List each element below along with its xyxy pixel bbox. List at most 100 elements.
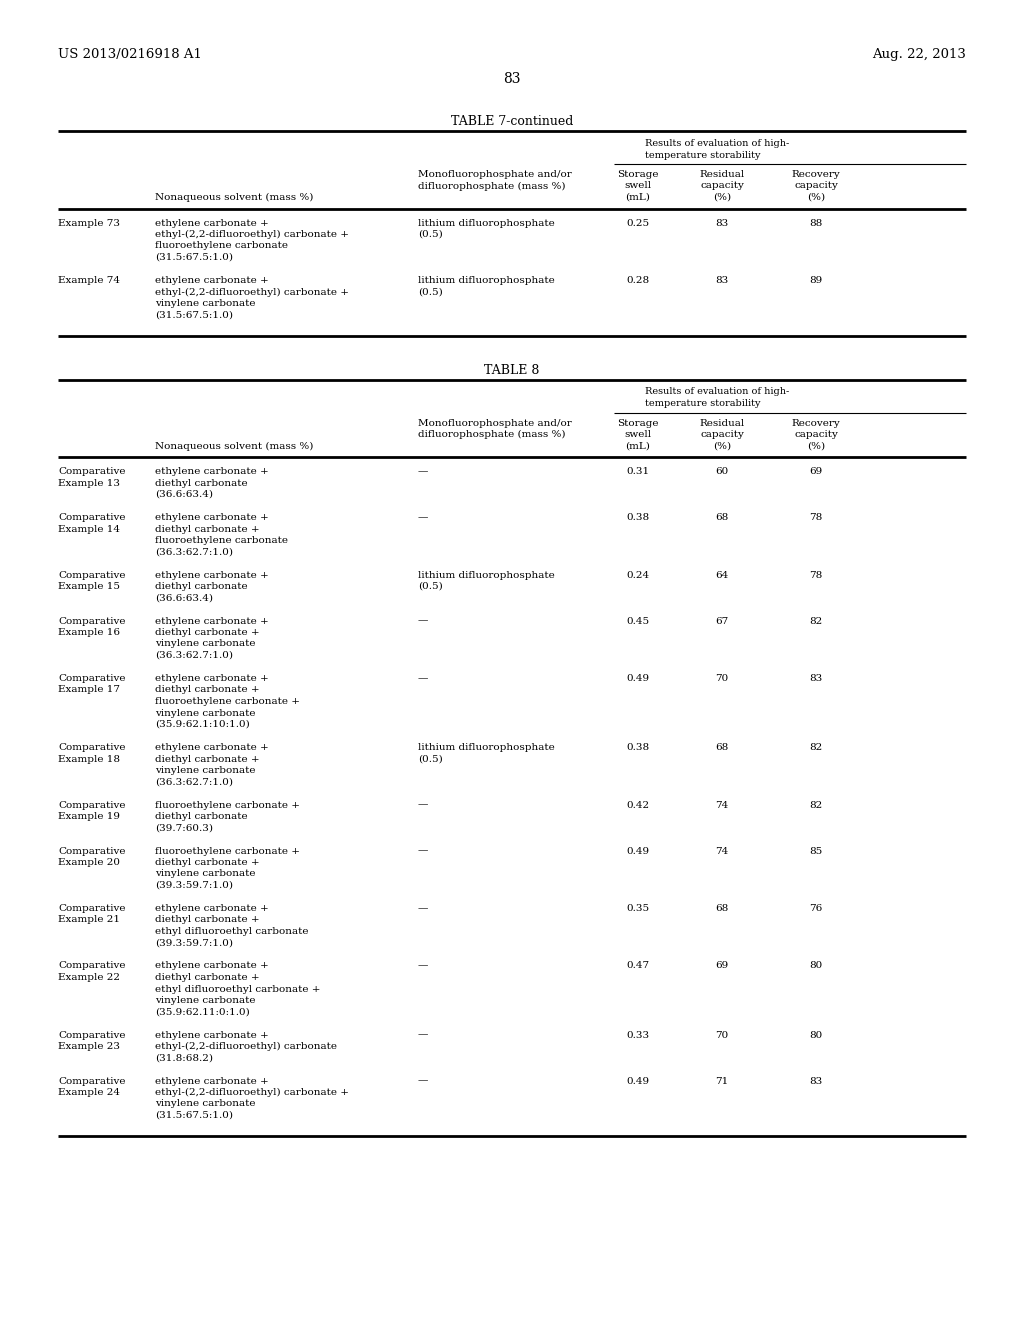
Text: —: — (418, 513, 428, 521)
Text: 69: 69 (716, 961, 729, 970)
Text: Example 15: Example 15 (58, 582, 120, 591)
Text: ethylene carbonate +: ethylene carbonate + (155, 276, 268, 285)
Text: ethylene carbonate +: ethylene carbonate + (155, 219, 268, 227)
Text: ethylene carbonate +: ethylene carbonate + (155, 961, 268, 970)
Text: (0.5): (0.5) (418, 755, 442, 763)
Text: (31.5:67.5:1.0): (31.5:67.5:1.0) (155, 310, 233, 319)
Text: —: — (418, 846, 428, 855)
Text: fluoroethylene carbonate: fluoroethylene carbonate (155, 242, 288, 251)
Text: diethyl carbonate +: diethyl carbonate + (155, 755, 260, 763)
Text: diethyl carbonate +: diethyl carbonate + (155, 524, 260, 533)
Text: Residual: Residual (699, 418, 744, 428)
Text: ethylene carbonate +: ethylene carbonate + (155, 1077, 268, 1085)
Text: 80: 80 (809, 961, 822, 970)
Text: 68: 68 (716, 513, 729, 521)
Text: lithium difluorophosphate: lithium difluorophosphate (418, 219, 555, 227)
Text: —: — (418, 904, 428, 913)
Text: Monofluorophosphate and/or: Monofluorophosphate and/or (418, 170, 571, 180)
Text: 0.49: 0.49 (627, 1077, 649, 1085)
Text: TABLE 7-continued: TABLE 7-continued (451, 115, 573, 128)
Text: temperature storability: temperature storability (645, 399, 761, 408)
Text: diethyl carbonate +: diethyl carbonate + (155, 916, 260, 924)
Text: lithium difluorophosphate: lithium difluorophosphate (418, 276, 555, 285)
Text: 83: 83 (809, 675, 822, 682)
Text: —: — (418, 800, 428, 809)
Text: vinylene carbonate: vinylene carbonate (155, 766, 256, 775)
Text: (36.6:63.4): (36.6:63.4) (155, 594, 213, 602)
Text: vinylene carbonate: vinylene carbonate (155, 870, 256, 879)
Text: Residual: Residual (699, 170, 744, 180)
Text: fluoroethylene carbonate +: fluoroethylene carbonate + (155, 846, 300, 855)
Text: 0.38: 0.38 (627, 743, 649, 752)
Text: vinylene carbonate: vinylene carbonate (155, 709, 256, 718)
Text: —: — (418, 467, 428, 477)
Text: ethylene carbonate +: ethylene carbonate + (155, 1031, 268, 1040)
Text: 89: 89 (809, 276, 822, 285)
Text: swell: swell (625, 430, 651, 440)
Text: Comparative: Comparative (58, 570, 126, 579)
Text: 0.47: 0.47 (627, 961, 649, 970)
Text: —: — (418, 1031, 428, 1040)
Text: (36.6:63.4): (36.6:63.4) (155, 490, 213, 499)
Text: (%): (%) (713, 441, 731, 450)
Text: (31.8:68.2): (31.8:68.2) (155, 1053, 213, 1063)
Text: capacity: capacity (794, 430, 838, 440)
Text: ethylene carbonate +: ethylene carbonate + (155, 904, 268, 913)
Text: Results of evaluation of high-: Results of evaluation of high- (645, 388, 790, 396)
Text: 0.31: 0.31 (627, 467, 649, 477)
Text: —: — (418, 675, 428, 682)
Text: difluorophosphate (mass %): difluorophosphate (mass %) (418, 430, 565, 440)
Text: (%): (%) (713, 193, 731, 202)
Text: ethylene carbonate +: ethylene carbonate + (155, 467, 268, 477)
Text: (mL): (mL) (626, 441, 650, 450)
Text: Example 13: Example 13 (58, 479, 120, 487)
Text: 82: 82 (809, 800, 822, 809)
Text: 74: 74 (716, 846, 729, 855)
Text: (36.3:62.7:1.0): (36.3:62.7:1.0) (155, 651, 233, 660)
Text: 88: 88 (809, 219, 822, 227)
Text: 0.35: 0.35 (627, 904, 649, 913)
Text: ethyl-(2,2-difluoroethyl) carbonate +: ethyl-(2,2-difluoroethyl) carbonate + (155, 1088, 349, 1097)
Text: Comparative: Comparative (58, 743, 126, 752)
Text: Example 18: Example 18 (58, 755, 120, 763)
Text: 0.28: 0.28 (627, 276, 649, 285)
Text: Example 22: Example 22 (58, 973, 120, 982)
Text: (%): (%) (807, 441, 825, 450)
Text: capacity: capacity (700, 430, 744, 440)
Text: ethyl difluoroethyl carbonate: ethyl difluoroethyl carbonate (155, 927, 308, 936)
Text: Comparative: Comparative (58, 961, 126, 970)
Text: ethyl difluoroethyl carbonate +: ethyl difluoroethyl carbonate + (155, 985, 321, 994)
Text: Storage: Storage (617, 418, 658, 428)
Text: US 2013/0216918 A1: US 2013/0216918 A1 (58, 48, 202, 61)
Text: 71: 71 (716, 1077, 729, 1085)
Text: Example 23: Example 23 (58, 1041, 120, 1051)
Text: 83: 83 (716, 276, 729, 285)
Text: diethyl carbonate: diethyl carbonate (155, 582, 248, 591)
Text: 83: 83 (503, 73, 521, 86)
Text: 68: 68 (716, 743, 729, 752)
Text: Example 17: Example 17 (58, 685, 120, 694)
Text: (39.7:60.3): (39.7:60.3) (155, 824, 213, 833)
Text: Storage: Storage (617, 170, 658, 180)
Text: ethyl-(2,2-difluoroethyl) carbonate: ethyl-(2,2-difluoroethyl) carbonate (155, 1041, 337, 1051)
Text: 85: 85 (809, 846, 822, 855)
Text: 0.49: 0.49 (627, 675, 649, 682)
Text: Example 16: Example 16 (58, 628, 120, 638)
Text: fluoroethylene carbonate +: fluoroethylene carbonate + (155, 697, 300, 706)
Text: diethyl carbonate: diethyl carbonate (155, 812, 248, 821)
Text: (31.5:67.5:1.0): (31.5:67.5:1.0) (155, 1111, 233, 1119)
Text: 0.42: 0.42 (627, 800, 649, 809)
Text: capacity: capacity (700, 181, 744, 190)
Text: fluoroethylene carbonate: fluoroethylene carbonate (155, 536, 288, 545)
Text: diethyl carbonate: diethyl carbonate (155, 479, 248, 487)
Text: Comparative: Comparative (58, 467, 126, 477)
Text: vinylene carbonate: vinylene carbonate (155, 1100, 256, 1109)
Text: 70: 70 (716, 675, 729, 682)
Text: 83: 83 (716, 219, 729, 227)
Text: 76: 76 (809, 904, 822, 913)
Text: swell: swell (625, 181, 651, 190)
Text: Comparative: Comparative (58, 800, 126, 809)
Text: 0.25: 0.25 (627, 219, 649, 227)
Text: 78: 78 (809, 570, 822, 579)
Text: vinylene carbonate: vinylene carbonate (155, 300, 256, 308)
